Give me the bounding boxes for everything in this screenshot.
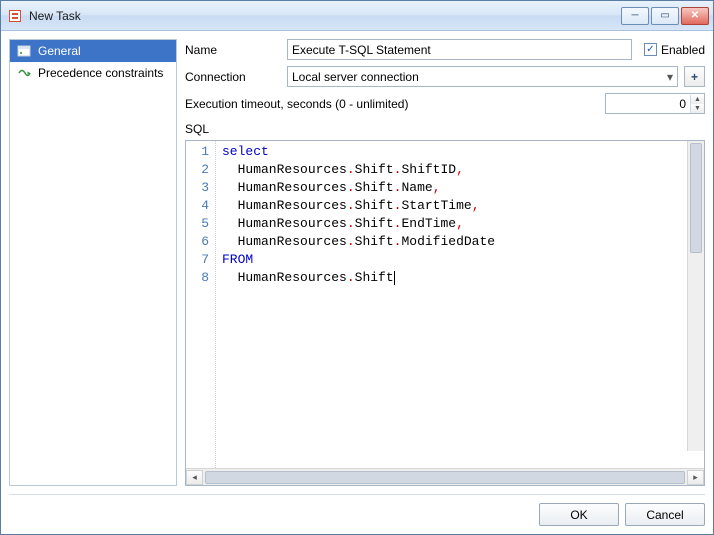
- window-title: New Task: [29, 9, 621, 23]
- titlebar[interactable]: New Task ─ ▭ ✕: [1, 1, 713, 31]
- add-connection-button[interactable]: +: [684, 66, 705, 87]
- timeout-value: 0: [606, 97, 690, 111]
- client-area: General Precedence constraints Name ✓ En…: [1, 31, 713, 534]
- ok-button[interactable]: OK: [539, 503, 619, 526]
- form-area: Name ✓ Enabled Connection Local server c…: [185, 39, 705, 486]
- sidebar: General Precedence constraints: [9, 39, 177, 486]
- spin-up-icon[interactable]: ▲: [691, 95, 704, 104]
- dialog-footer: OK Cancel: [9, 494, 705, 526]
- sidebar-item-label: General: [38, 44, 81, 58]
- close-button[interactable]: ✕: [681, 7, 709, 25]
- line-gutter: 12345678: [186, 141, 216, 468]
- cancel-button[interactable]: Cancel: [625, 503, 705, 526]
- flow-icon: [16, 65, 32, 81]
- sidebar-item-general[interactable]: General: [10, 40, 176, 62]
- scroll-left-icon[interactable]: ◂: [186, 470, 203, 485]
- spin-down-icon[interactable]: ▼: [691, 104, 704, 113]
- maximize-button[interactable]: ▭: [651, 7, 679, 25]
- sql-editor[interactable]: 12345678 select HumanResources.Shift.Shi…: [185, 140, 705, 486]
- connection-value: Local server connection: [292, 70, 663, 84]
- timeout-label: Execution timeout, seconds (0 - unlimite…: [185, 97, 599, 111]
- sidebar-item-precedence[interactable]: Precedence constraints: [10, 62, 176, 84]
- dialog-window: New Task ─ ▭ ✕ General Precedence co: [0, 0, 714, 535]
- connection-combo[interactable]: Local server connection ▾: [287, 66, 678, 87]
- sql-label: SQL: [185, 122, 705, 136]
- scroll-right-icon[interactable]: ▸: [687, 470, 704, 485]
- checkbox-icon: ✓: [644, 43, 657, 56]
- sidebar-item-label: Precedence constraints: [38, 66, 163, 80]
- connection-label: Connection: [185, 70, 281, 84]
- enabled-label: Enabled: [661, 43, 705, 57]
- name-input[interactable]: [287, 39, 632, 60]
- horizontal-scrollbar[interactable]: ◂ ▸: [186, 468, 704, 485]
- name-label: Name: [185, 43, 281, 57]
- code-area[interactable]: select HumanResources.Shift.ShiftID, Hum…: [216, 141, 704, 468]
- chevron-down-icon: ▾: [663, 70, 677, 84]
- minimize-button[interactable]: ─: [621, 7, 649, 25]
- general-icon: [16, 43, 32, 59]
- timeout-spinner[interactable]: 0 ▲ ▼: [605, 93, 705, 114]
- vertical-scrollbar[interactable]: [687, 141, 704, 451]
- enabled-checkbox[interactable]: ✓ Enabled: [644, 43, 705, 57]
- app-icon: [7, 8, 23, 24]
